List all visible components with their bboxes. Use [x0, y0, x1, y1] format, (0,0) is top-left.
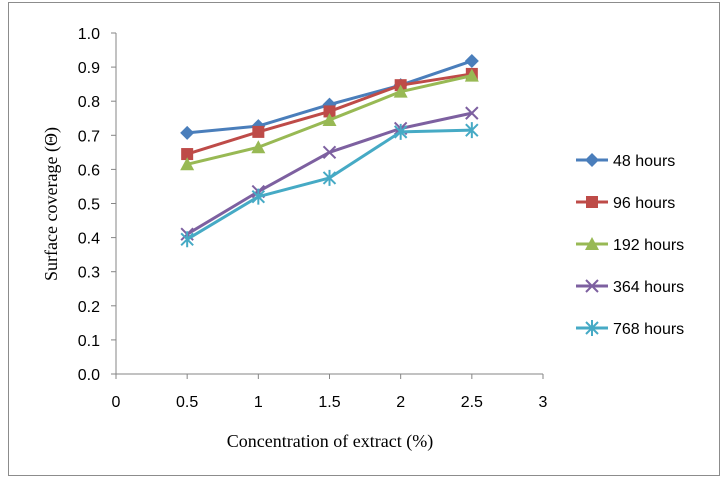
- x-tick-label: 2: [396, 394, 405, 411]
- y-tick-label: 0.6: [78, 162, 100, 179]
- legend-item: 96 hours: [576, 195, 675, 212]
- y-tick-label: 0.5: [78, 197, 100, 214]
- data-point: [180, 157, 195, 171]
- legend-marker: [585, 279, 599, 293]
- x-ticks: 0 0.5 1 1.5 2 2.5 3: [112, 374, 548, 411]
- x-tick-label: 2.5: [461, 394, 483, 411]
- legend-marker: [585, 237, 599, 250]
- legend-label: 768 hours: [613, 321, 684, 338]
- x-tick-label: 1.5: [318, 394, 340, 411]
- y-ticks: 0.0 0.1 0.2 0.3 0.4 0.5 0.6 0.7 0.8 0.9 1.0: [78, 26, 116, 384]
- legend-item: 364 hours: [576, 279, 684, 296]
- data-point: [465, 122, 479, 139]
- data-point: [322, 145, 337, 160]
- y-axis-title: Surface coverage (Θ): [41, 127, 62, 281]
- data-point: [393, 84, 408, 98]
- legend-marker: [585, 153, 599, 167]
- series-3: [180, 68, 479, 171]
- data-point: [180, 231, 194, 248]
- x-axis-title: Concentration of extract (%): [227, 431, 433, 452]
- legend-label: 364 hours: [613, 279, 684, 296]
- x-tick-label: 1: [254, 394, 263, 411]
- y-tick-label: 0.2: [78, 299, 100, 316]
- series-5: [180, 122, 479, 248]
- x-tick-label: 3: [539, 394, 548, 411]
- legend: 48 hours 96 hours 192 hours 364 hours 768 ho…: [576, 153, 684, 338]
- data-point: [465, 106, 479, 120]
- series-1: [180, 53, 479, 140]
- x-tick-label: 0.5: [176, 394, 198, 411]
- y-tick-label: 0.4: [78, 231, 100, 248]
- x-tick-label: 0: [112, 394, 121, 411]
- data-point: [322, 112, 337, 126]
- legend-marker: [585, 320, 599, 336]
- data-point: [322, 169, 337, 186]
- legend-item: 48 hours: [576, 153, 675, 170]
- legend-label: 96 hours: [613, 195, 675, 212]
- y-tick-label: 0.9: [78, 60, 100, 77]
- axes: [115, 33, 543, 375]
- legend-item: 768 hours: [576, 320, 684, 338]
- data-point: [251, 188, 266, 205]
- y-tick-label: 0.1: [78, 333, 100, 350]
- data-point: [464, 68, 479, 82]
- y-tick-label: 1.0: [78, 26, 100, 43]
- data-point: [464, 53, 479, 68]
- legend-label: 48 hours: [613, 153, 675, 170]
- data-point: [393, 123, 408, 140]
- y-tick-label: 0.8: [78, 94, 100, 111]
- legend-item: 192 hours: [576, 237, 684, 254]
- data-point: [252, 125, 265, 138]
- series-layer: [180, 53, 479, 248]
- data-point: [181, 148, 194, 161]
- legend-label: 192 hours: [613, 237, 684, 254]
- data-point: [323, 105, 336, 118]
- data-point: [251, 140, 266, 154]
- data-point: [180, 125, 195, 140]
- y-tick-label: 0.3: [78, 265, 100, 282]
- y-tick-label: 0.0: [78, 367, 100, 384]
- legend-marker: [586, 196, 598, 208]
- chart-frame: [8, 2, 720, 476]
- y-tick-label: 0.7: [78, 128, 100, 145]
